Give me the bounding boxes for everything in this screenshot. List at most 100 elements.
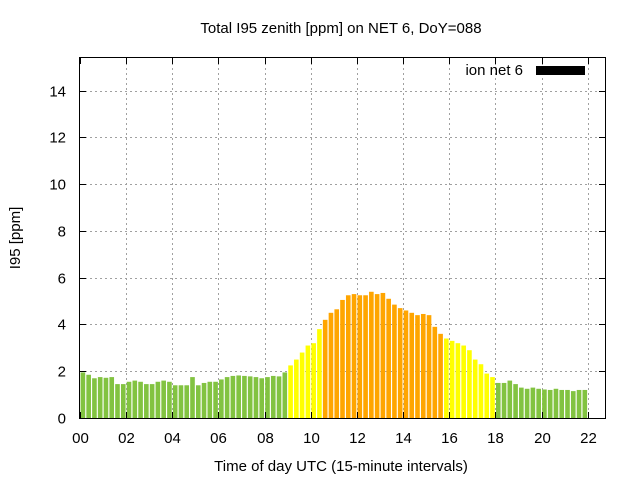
- y-tick-label: 4: [58, 317, 66, 334]
- bar: [409, 312, 415, 418]
- y-tick-label: 6: [58, 271, 66, 288]
- bar: [345, 295, 351, 418]
- x-tick-label: 00: [72, 430, 89, 447]
- bar: [253, 377, 259, 418]
- bar: [386, 298, 391, 418]
- bar: [490, 377, 495, 418]
- bar: [334, 309, 340, 418]
- bar: [172, 385, 178, 418]
- ticks: [80, 58, 605, 419]
- bar: [467, 350, 472, 418]
- bar: [109, 377, 115, 418]
- bar: [547, 389, 553, 418]
- bar: [501, 382, 507, 418]
- bar: [374, 294, 380, 418]
- bar: [536, 388, 541, 418]
- x-axis-label: Time of day UTC (15-minute intervals): [214, 458, 468, 475]
- bar: [357, 295, 363, 418]
- bar: [478, 364, 484, 418]
- bar: [242, 375, 247, 418]
- bar: [288, 365, 293, 418]
- bar: [328, 312, 334, 418]
- bar: [415, 315, 420, 418]
- bar: [92, 378, 97, 418]
- bar: [513, 384, 518, 418]
- bar: [184, 385, 190, 418]
- bar: [265, 377, 270, 418]
- bar: [351, 294, 357, 418]
- bar: [161, 380, 166, 418]
- bar: [201, 382, 207, 418]
- bar: [86, 374, 91, 418]
- bar: [236, 375, 241, 418]
- bar: [305, 345, 311, 418]
- bar: [542, 389, 547, 418]
- bar: [403, 310, 409, 418]
- bar: [524, 388, 530, 418]
- x-tick-label: 08: [257, 430, 274, 447]
- bar: [230, 375, 236, 418]
- plot-frame: [79, 57, 606, 419]
- bar: [97, 377, 103, 418]
- bar: [149, 384, 155, 418]
- legend: ion net 6: [465, 62, 585, 79]
- bar: [363, 295, 368, 418]
- x-tick-labels: 00 02 04 06 08 10 12 14 16 18 20 22: [72, 430, 597, 447]
- bar: [420, 313, 426, 418]
- bar: [559, 389, 565, 418]
- y-tick-label: 8: [58, 224, 66, 241]
- y-tick-label: 2: [58, 364, 66, 381]
- bar: [449, 340, 455, 418]
- bar: [299, 352, 305, 418]
- y-tick-label: 14: [49, 84, 66, 101]
- bar: [380, 292, 386, 418]
- bar: [426, 315, 432, 418]
- x-tick-label: 16: [441, 430, 458, 447]
- bar: [432, 326, 438, 418]
- x-tick-label: 22: [580, 430, 597, 447]
- bar: [570, 391, 576, 418]
- chart-title: Total I95 zenith [ppm] on NET 6, DoY=088: [200, 20, 481, 37]
- bar: [519, 387, 524, 418]
- bar: [507, 380, 513, 418]
- bar: [103, 377, 109, 418]
- bar: [259, 378, 265, 418]
- x-tick-label: 20: [534, 430, 551, 447]
- bar: [213, 381, 218, 418]
- bar: [553, 388, 559, 418]
- bar: [484, 373, 490, 418]
- bar: [190, 377, 195, 418]
- bar: [495, 382, 501, 418]
- bar: [195, 385, 201, 418]
- bar: [178, 385, 184, 418]
- bar: [132, 380, 138, 418]
- bar: [247, 376, 253, 418]
- legend-swatch: [536, 66, 585, 75]
- bar: [455, 343, 461, 418]
- y-tick-label: 12: [49, 130, 66, 147]
- bar: [369, 291, 374, 418]
- x-tick-label: 02: [118, 430, 135, 447]
- x-tick-label: 12: [349, 430, 366, 447]
- bar: [167, 381, 172, 418]
- y-tick-label: 0: [58, 411, 66, 428]
- bar: [282, 372, 288, 418]
- gridlines: [80, 58, 605, 418]
- bar: [472, 359, 478, 418]
- bar: [144, 384, 149, 418]
- x-tick-label: 18: [487, 430, 504, 447]
- x-tick-label: 04: [164, 430, 181, 447]
- bar: [565, 389, 570, 418]
- bar: [270, 375, 276, 418]
- x-tick-label: 06: [210, 430, 227, 447]
- bar: [311, 343, 316, 418]
- bar: [219, 379, 224, 418]
- bar: [461, 345, 466, 418]
- bar: [294, 359, 299, 418]
- legend-label: ion net 6: [465, 62, 523, 79]
- bar: [80, 372, 86, 418]
- bar: [155, 381, 161, 418]
- y-tick-label: 10: [49, 177, 66, 194]
- y-tick-labels: 0 2 4 6 8 10 12 14: [49, 84, 66, 428]
